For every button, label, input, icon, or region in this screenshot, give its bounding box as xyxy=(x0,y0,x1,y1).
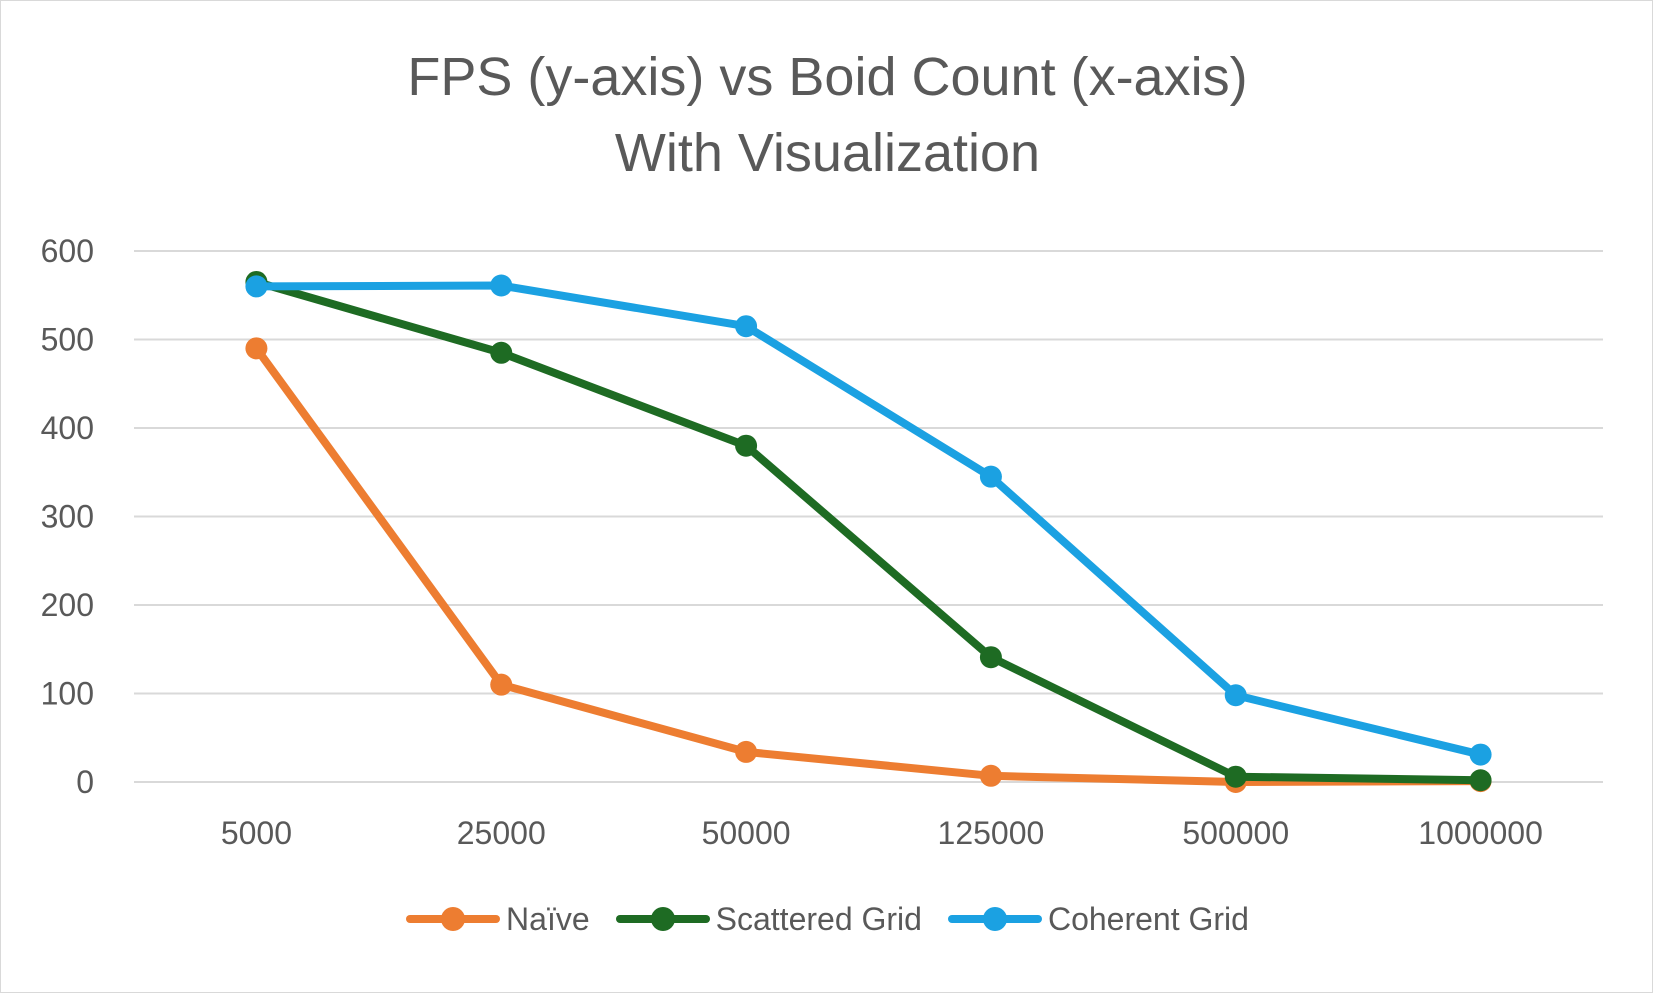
y-tick-label: 0 xyxy=(76,764,94,800)
legend: Naïve Scattered Grid Coherent Grid xyxy=(1,899,1653,939)
x-tick-label: 500000 xyxy=(1182,815,1289,851)
data-point-coherent-grid[interactable] xyxy=(1469,743,1492,766)
data-point-na-ve[interactable] xyxy=(979,764,1002,787)
legend-swatch-coherent-grid xyxy=(947,899,1042,939)
data-point-na-ve[interactable] xyxy=(735,740,758,763)
data-point-scattered-grid[interactable] xyxy=(735,434,758,457)
y-tick-label: 500 xyxy=(41,322,94,358)
chart-title: FPS (y-axis) vs Boid Count (x-axis) With… xyxy=(1,39,1653,191)
data-point-coherent-grid[interactable] xyxy=(490,274,513,297)
series-line-scattered-grid xyxy=(252,277,1485,785)
data-point-coherent-grid[interactable] xyxy=(735,315,758,338)
legend-item-scattered-grid[interactable]: Scattered Grid xyxy=(615,899,922,939)
data-point-coherent-grid[interactable] xyxy=(1224,684,1247,707)
legend-marker xyxy=(441,907,466,931)
y-tick-label: 400 xyxy=(41,410,94,446)
x-tick-label: 50000 xyxy=(702,815,791,851)
x-tick-label: 125000 xyxy=(938,815,1045,851)
y-tick-label: 300 xyxy=(41,499,94,535)
legend-label-naive: Naïve xyxy=(506,900,590,937)
data-point-na-ve[interactable] xyxy=(245,337,268,360)
series-line-coherent-grid xyxy=(252,281,1485,759)
data-point-scattered-grid[interactable] xyxy=(490,341,513,364)
data-point-scattered-grid[interactable] xyxy=(1224,765,1247,788)
chart-title-line-1: FPS (y-axis) vs Boid Count (x-axis) xyxy=(407,47,1248,107)
legend-marker xyxy=(650,907,675,931)
series-group xyxy=(245,270,1492,793)
legend-label-scattered-grid: Scattered Grid xyxy=(715,900,922,937)
x-axis-ticks: 5000 25000 50000 125000 500000 1000000 xyxy=(221,815,1543,851)
legend-swatch-naive xyxy=(406,899,501,939)
y-tick-label: 600 xyxy=(41,233,94,269)
legend-marker xyxy=(982,907,1007,931)
y-tick-label: 200 xyxy=(41,587,94,623)
y-tick-label: 100 xyxy=(41,676,94,712)
data-point-scattered-grid[interactable] xyxy=(1469,769,1492,792)
legend-swatch-scattered-grid xyxy=(615,899,710,939)
data-point-coherent-grid[interactable] xyxy=(245,275,268,298)
series-line-na-ve xyxy=(252,344,1485,786)
gridlines xyxy=(134,250,1603,783)
x-tick-label: 25000 xyxy=(457,815,546,851)
data-point-scattered-grid[interactable] xyxy=(979,646,1002,669)
legend-item-coherent-grid[interactable]: Coherent Grid xyxy=(947,899,1249,939)
y-axis-ticks: 0 100 200 300 400 500 600 xyxy=(41,233,94,800)
chart-title-line-2: With Visualization xyxy=(614,123,1041,183)
x-tick-label: 5000 xyxy=(221,815,292,851)
series-coherent-grid xyxy=(245,274,1492,766)
legend-item-naive[interactable]: Naïve xyxy=(406,899,590,939)
x-tick-label: 1000000 xyxy=(1418,815,1543,851)
data-point-na-ve[interactable] xyxy=(490,673,513,696)
data-point-coherent-grid[interactable] xyxy=(979,465,1002,488)
legend-label-coherent-grid: Coherent Grid xyxy=(1047,900,1249,937)
